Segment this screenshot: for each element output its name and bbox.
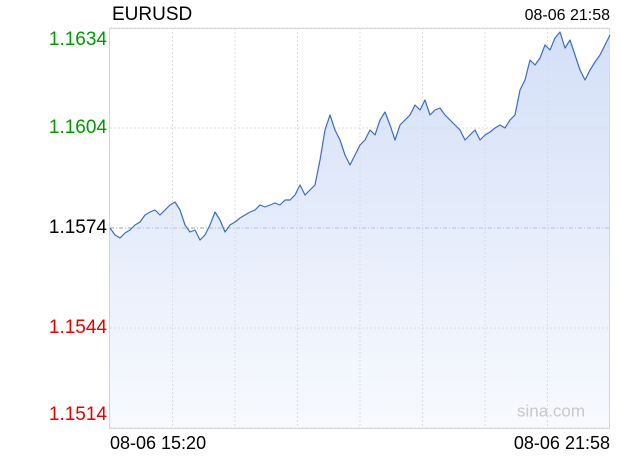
y-tick-label: 1.1604 bbox=[49, 117, 108, 138]
x-tick-label: 08-06 21:58 bbox=[514, 433, 610, 453]
y-tick-label: 1.1544 bbox=[49, 317, 108, 338]
y-tick-label: 1.1634 bbox=[49, 29, 108, 50]
x-tick-label: 08-06 15:20 bbox=[110, 433, 206, 453]
y-tick-label: 1.1514 bbox=[49, 404, 108, 425]
watermark: sina.com bbox=[517, 401, 585, 420]
chart-title: EURUSD bbox=[112, 4, 192, 25]
area-fill bbox=[110, 32, 610, 428]
y-tick-label: 1.1574 bbox=[49, 217, 108, 238]
price-line bbox=[109, 31, 611, 241]
timestamp: 08-06 21:58 bbox=[525, 7, 611, 24]
